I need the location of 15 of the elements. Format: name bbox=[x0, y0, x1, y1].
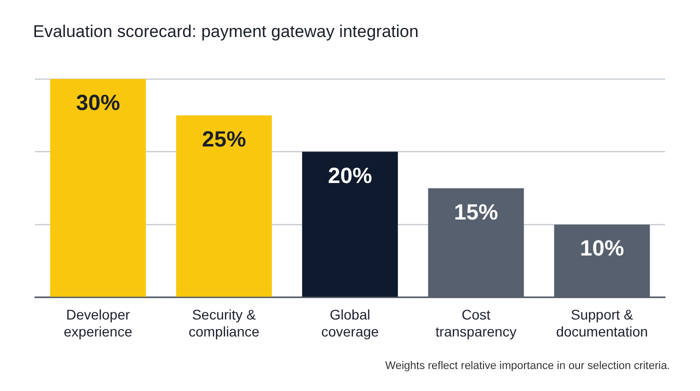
data-label: 30% bbox=[76, 90, 120, 116]
bar bbox=[50, 79, 146, 297]
bar bbox=[302, 152, 398, 297]
chart-title: Evaluation scorecard: payment gateway integration bbox=[33, 22, 419, 42]
x-tick-label: Developer experience bbox=[64, 306, 132, 340]
x-tick-label: Security & compliance bbox=[188, 306, 260, 340]
x-tick-label: Cost transparency bbox=[436, 306, 516, 340]
data-label: 15% bbox=[454, 199, 498, 224]
bar bbox=[176, 115, 272, 297]
data-label: 25% bbox=[202, 126, 246, 152]
x-tick-label: Global coverage bbox=[321, 306, 380, 340]
data-label: 20% bbox=[328, 162, 372, 188]
data-label: 10% bbox=[580, 236, 624, 261]
x-tick-label: Support & documentation bbox=[556, 306, 648, 340]
text: Weights reflect relative importance in our selection criteria. bbox=[385, 360, 670, 372]
